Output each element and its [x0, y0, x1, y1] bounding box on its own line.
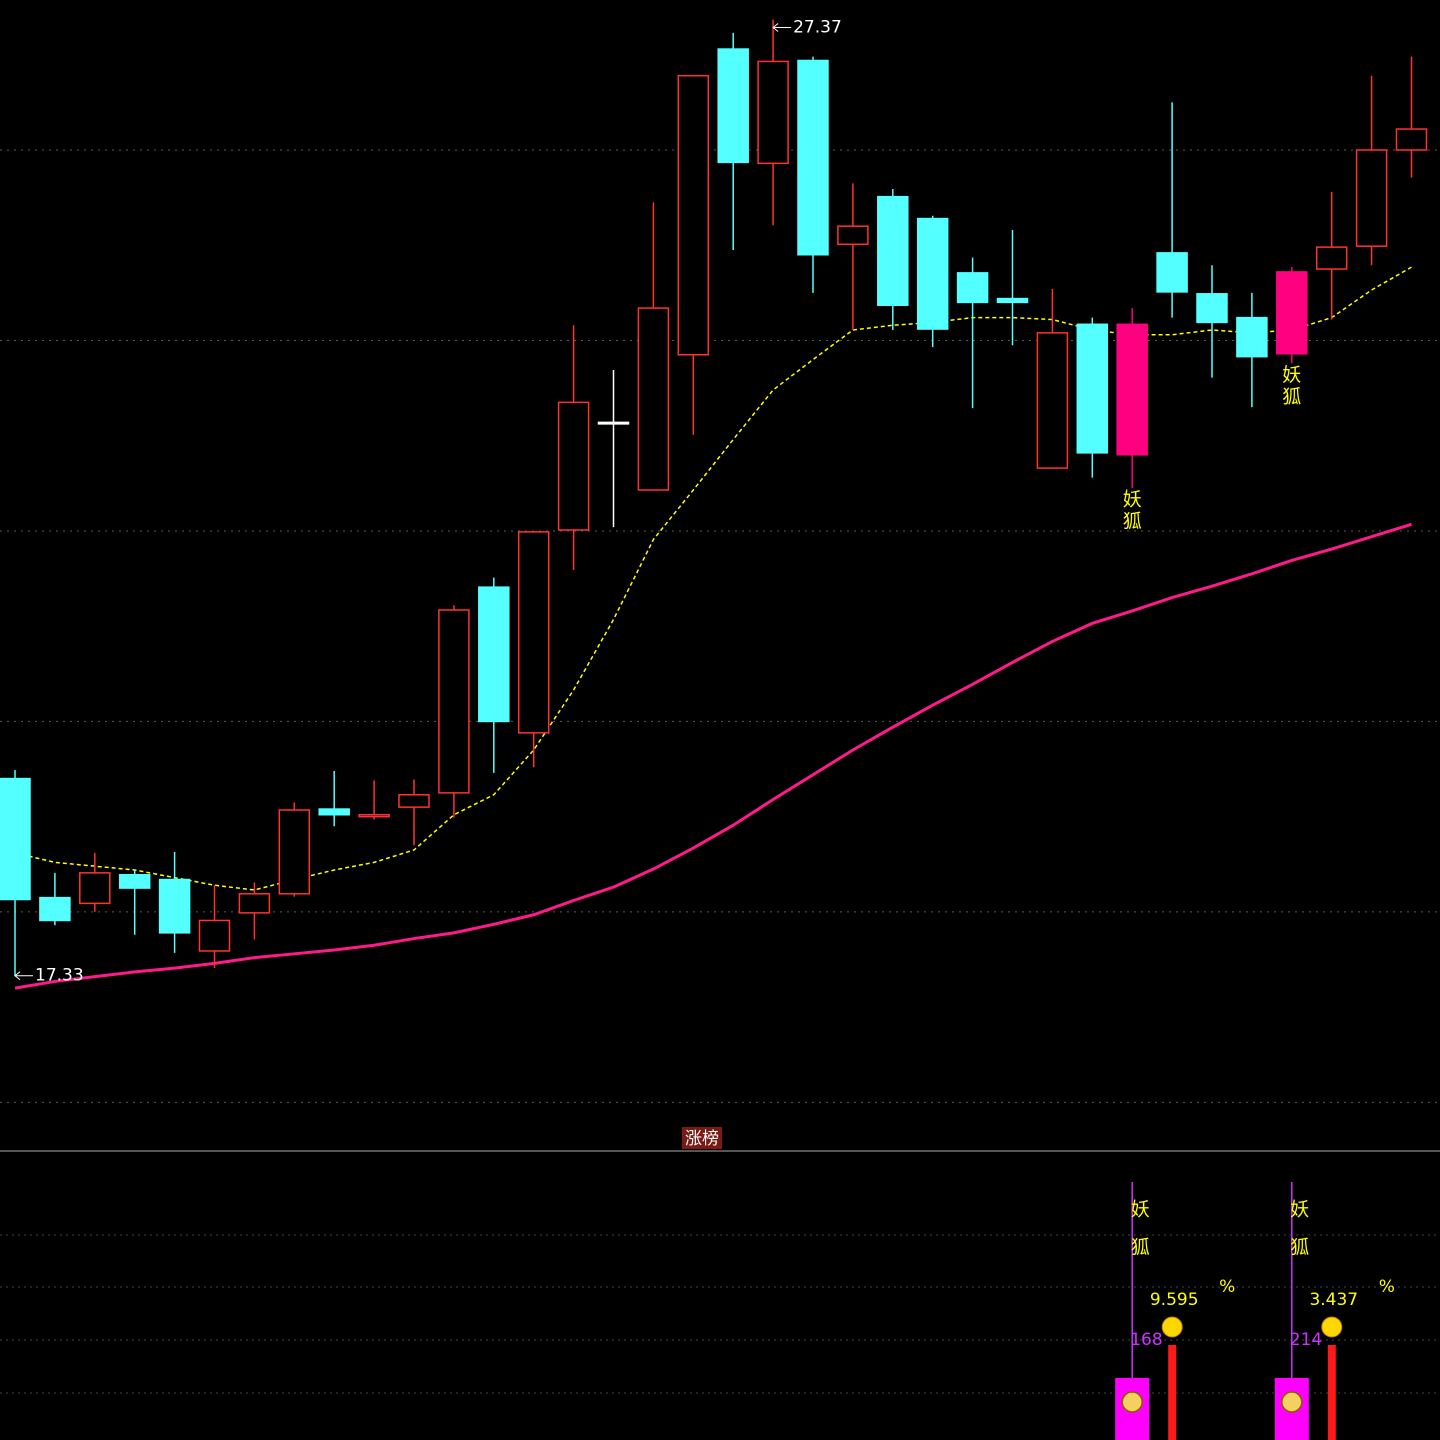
candle-body	[1196, 293, 1228, 324]
pct-value: 3.437	[1309, 1290, 1358, 1310]
candle-body	[1116, 323, 1148, 456]
amount-label: 168	[1130, 1330, 1162, 1350]
extreme-label: 27.37	[793, 18, 842, 38]
candle-body	[996, 297, 1029, 304]
signal-label: 狐	[1282, 386, 1301, 408]
candle-body	[757, 60, 789, 165]
moving-average	[14, 522, 1412, 990]
candle-body	[877, 195, 909, 306]
candle-body	[1276, 271, 1308, 355]
candle-body	[1076, 323, 1109, 454]
candle-body	[118, 874, 151, 889]
candle-body	[1395, 128, 1428, 151]
pct-value: 9.595	[1150, 1290, 1199, 1310]
candle-body	[597, 421, 630, 425]
pct-unit: %	[1219, 1277, 1235, 1297]
candle-body	[557, 401, 590, 531]
marker-arrow-head	[14, 971, 21, 981]
candle-body	[1315, 246, 1348, 270]
candle-body	[837, 225, 869, 246]
smiley-icon	[1161, 1316, 1183, 1338]
signal-label: 妖	[1290, 1199, 1309, 1221]
candle-body	[278, 809, 311, 895]
candle-body	[79, 872, 111, 905]
candle-body	[358, 814, 390, 818]
lower-grid	[0, 1234, 1440, 1394]
candle-body	[1355, 149, 1388, 247]
marker-arrow-head	[772, 23, 779, 32]
candle-body	[797, 59, 829, 256]
extreme-label: 17.33	[35, 966, 84, 986]
candle-body	[1156, 252, 1188, 293]
signal-label: 狐	[1131, 1237, 1150, 1259]
money-bag-icon	[1281, 1391, 1303, 1413]
candle-body	[198, 919, 231, 952]
signal-label: 妖	[1282, 364, 1301, 386]
candle-body	[637, 307, 670, 491]
candle-body	[398, 794, 430, 808]
indicator-bar	[1327, 1345, 1336, 1440]
indicator-bar	[1168, 1345, 1177, 1440]
candle-body	[478, 586, 510, 723]
candle-body	[238, 893, 271, 914]
candle-body	[1236, 316, 1268, 358]
candle-body	[318, 808, 350, 816]
indicator-title-box	[682, 1127, 722, 1149]
signal-label: 狐	[1123, 511, 1142, 533]
money-bag-icon	[1121, 1391, 1143, 1413]
pct-unit: %	[1379, 1277, 1395, 1297]
signal-label: 妖	[1131, 1199, 1150, 1221]
candle-body	[438, 609, 470, 794]
candle-body	[717, 48, 749, 164]
amount-label: 214	[1290, 1330, 1322, 1350]
candle-body	[1036, 332, 1069, 469]
candle-body	[677, 74, 710, 356]
signal-label: 狐	[1290, 1237, 1309, 1259]
indicator-title: 涨榜	[685, 1129, 719, 1149]
candle-body	[39, 896, 71, 922]
moving-average	[14, 266, 1412, 891]
candle-body	[158, 878, 191, 934]
smiley-icon	[1321, 1316, 1343, 1338]
candle-body	[916, 217, 949, 330]
signal-label: 妖	[1123, 489, 1142, 511]
candle-body	[956, 272, 989, 304]
candle-body	[0, 777, 31, 901]
candle-body	[517, 531, 550, 734]
